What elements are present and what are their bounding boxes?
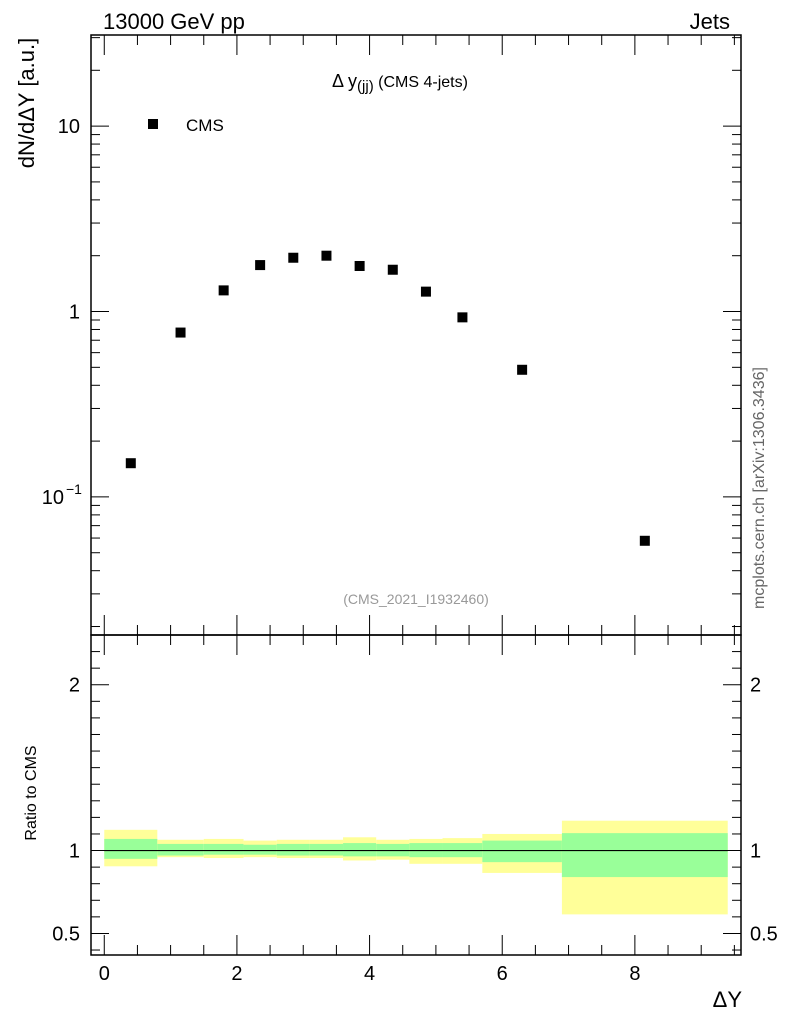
x-tick-label: 0 <box>99 963 110 985</box>
data-point <box>255 260 266 271</box>
data-point <box>517 364 528 375</box>
legend-label-cms: CMS <box>186 116 224 135</box>
data-point <box>387 264 398 275</box>
ratio-y-axis-title: Ratio to CMS <box>23 745 40 840</box>
y-tick-label: 10 <box>58 116 80 138</box>
ratio-y-tick-label-right: 1 <box>750 841 761 863</box>
ratio-y-tick-label-right: 2 <box>750 675 761 697</box>
ratio-band-green-4 <box>276 843 310 856</box>
ratio-bands <box>104 820 728 915</box>
x-tick-label: 2 <box>231 963 242 985</box>
chart-title: Δ y(jj) (CMS 4-jets) <box>332 71 468 95</box>
ratio-band-green-3 <box>243 844 277 855</box>
ratio-band-green-0 <box>104 838 158 859</box>
ratio-y-tick-label-left: 0.5 <box>52 923 80 945</box>
x-tick-label: 4 <box>364 963 375 985</box>
x-axis-title: ΔY <box>713 987 743 1012</box>
header-process-label: Jets <box>690 9 730 34</box>
ratio-panel-frame <box>90 634 742 956</box>
ratio-y-axis: 0.5 0.5 1 1 2 2 <box>52 651 778 951</box>
y-tick-label: 10 <box>42 487 64 509</box>
data-point <box>354 260 365 271</box>
legend-marker-square <box>148 119 158 129</box>
data-point <box>639 535 650 546</box>
main-y-axis-title: dN/dΔY [a.u.] <box>14 38 39 168</box>
data-point <box>175 327 186 338</box>
chart-title-rest: (CMS 4-jets) <box>374 74 468 91</box>
data-point <box>420 286 431 297</box>
data-point <box>288 252 299 263</box>
chart-title-main: Δ y <box>332 71 357 91</box>
y-tick-label: 1 <box>69 302 80 324</box>
ratio-band-green-2 <box>203 843 244 855</box>
data-point <box>457 312 468 323</box>
x-tick-label: 8 <box>629 963 640 985</box>
side-reference-label: mcplots.cern.ch [arXiv:1306.3436] <box>751 367 768 609</box>
ratio-band-green-6 <box>343 843 377 857</box>
ratio-band-green-10 <box>482 840 562 863</box>
chart-title-sub: (jj) <box>357 78 374 95</box>
y-tick-label-exponent: −1 <box>66 481 82 497</box>
data-points <box>125 250 650 546</box>
ratio-y-tick-label-left: 2 <box>69 675 80 697</box>
analysis-id-label: (CMS_2021_I1932460) <box>343 591 489 607</box>
ratio-band-green-5 <box>309 843 344 856</box>
ratio-band-green-1 <box>157 843 204 856</box>
ratio-band-green-11 <box>561 833 728 878</box>
ratio-y-tick-label-left: 1 <box>69 841 80 863</box>
data-point <box>218 285 229 296</box>
data-point <box>321 250 332 261</box>
data-point <box>125 458 136 469</box>
x-axis: 0 2 4 6 8 <box>99 35 735 985</box>
ratio-y-tick-label-right: 0.5 <box>750 923 778 945</box>
x-tick-label: 6 <box>497 963 508 985</box>
header-energy-label: 13000 GeV pp <box>103 9 245 34</box>
